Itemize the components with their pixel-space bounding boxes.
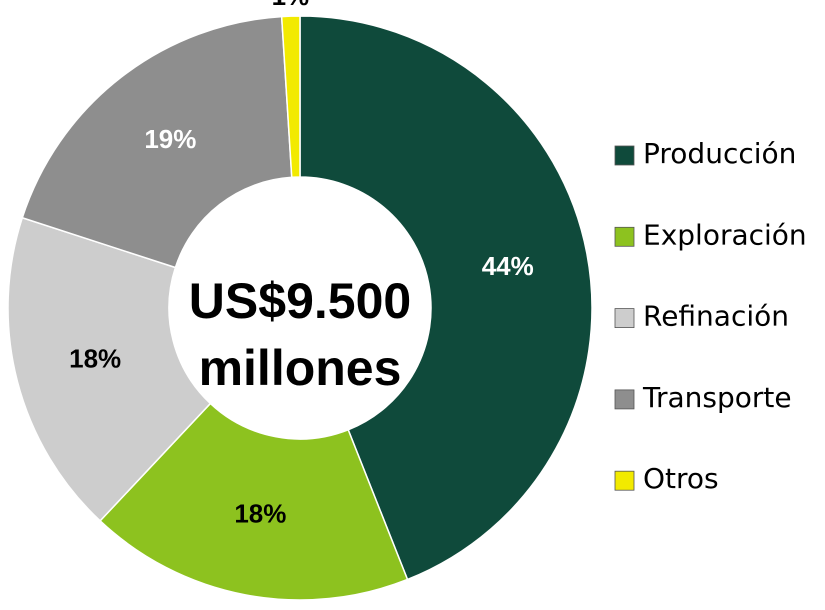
legend-label: Exploración [643, 218, 807, 251]
center-text: millones [199, 340, 402, 396]
legend-swatch [614, 470, 635, 491]
legend-label: Refinación [643, 300, 789, 333]
legend-swatch [614, 226, 635, 247]
donut-segment [99, 402, 409, 601]
donut-segment [299, 15, 593, 581]
legend-label: Transporte [642, 381, 792, 414]
data-label: 18% [234, 499, 286, 529]
legend-swatch [614, 389, 635, 410]
data-label: 18% [69, 343, 121, 373]
donut-segment [7, 216, 212, 522]
data-label: 44% [482, 251, 534, 281]
legend-swatch [614, 308, 635, 329]
data-label: 19% [144, 124, 196, 154]
legend-label: Otros [643, 462, 719, 495]
legend-swatch [614, 145, 635, 166]
donut-segment [21, 15, 293, 269]
legend-label: Producción [643, 137, 796, 170]
center-text: US$9.500 [189, 273, 411, 329]
donut-segment [280, 15, 301, 179]
data-label: 1% [272, 0, 310, 11]
